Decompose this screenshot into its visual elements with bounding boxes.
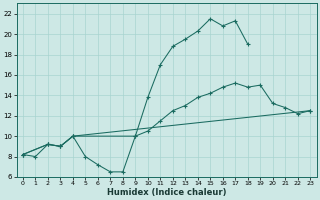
X-axis label: Humidex (Indice chaleur): Humidex (Indice chaleur) [107,188,226,197]
